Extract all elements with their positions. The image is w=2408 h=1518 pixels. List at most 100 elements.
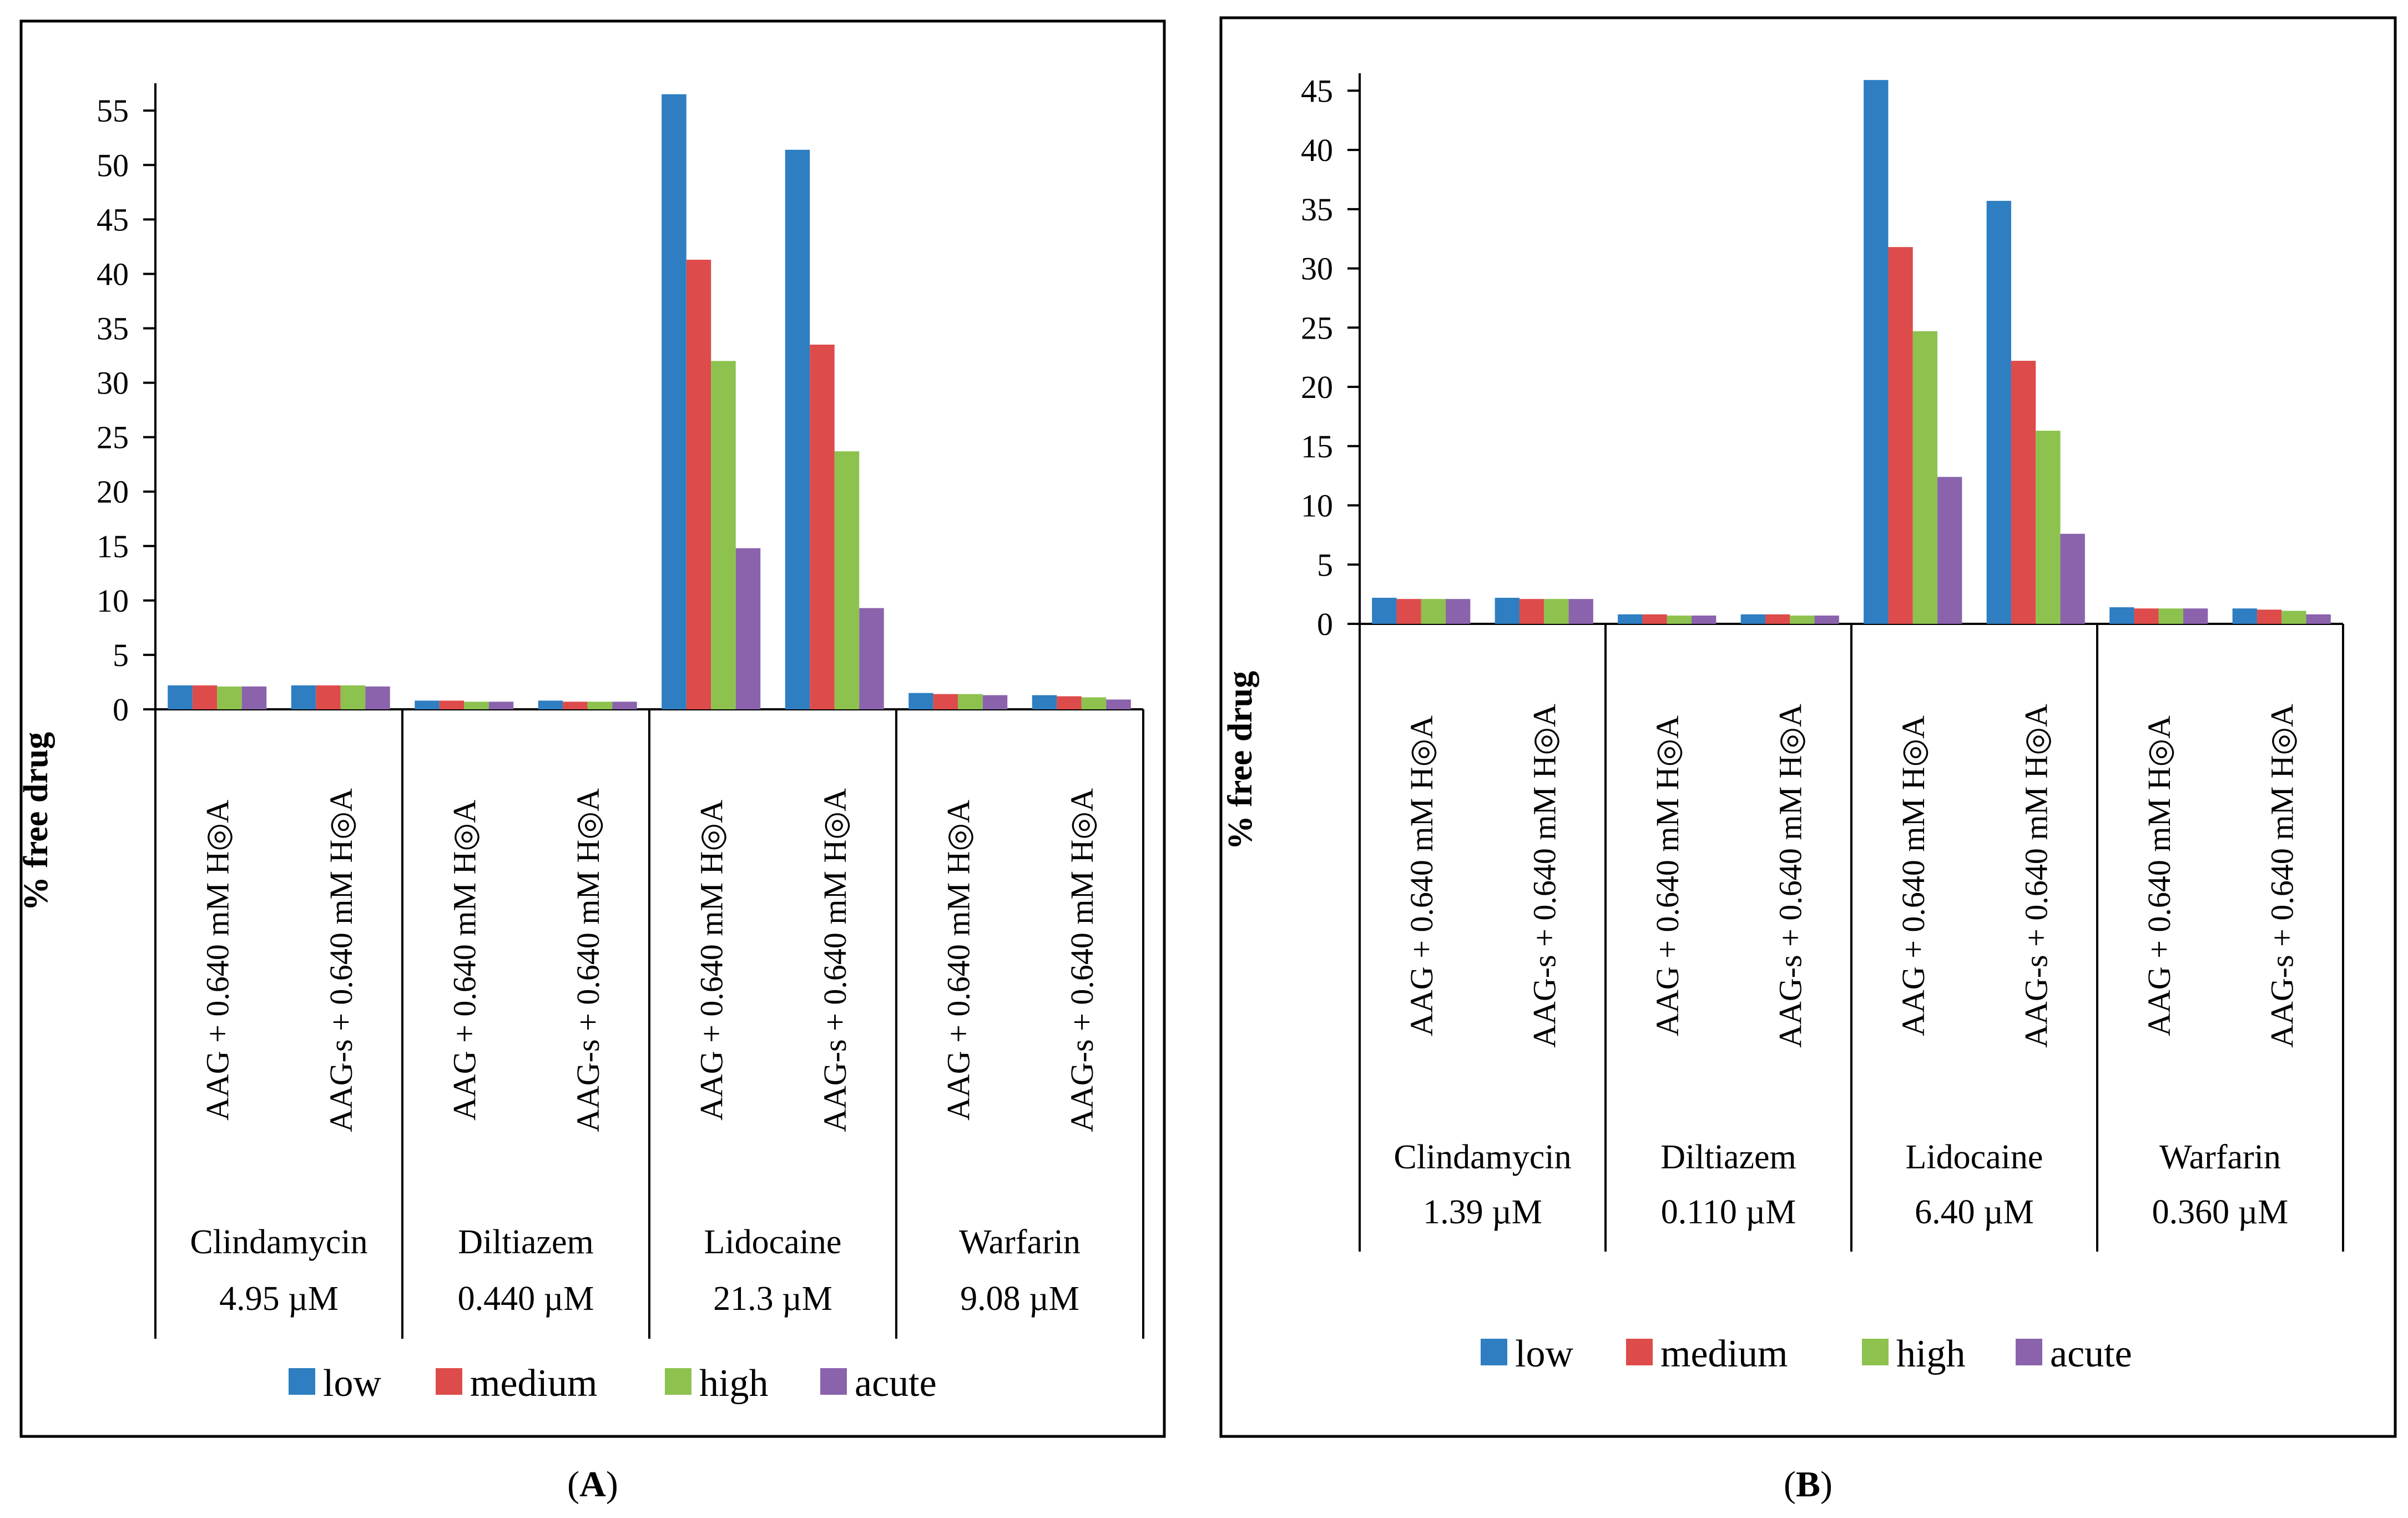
legend-label-acute: acute: [855, 1362, 937, 1405]
bar-low: [1372, 598, 1397, 624]
bar-acute: [365, 686, 390, 709]
drug-name-label: Diltiazem: [458, 1223, 593, 1261]
bar-high: [1421, 599, 1446, 624]
bar-high: [1790, 616, 1815, 624]
category-label: AAG + 0.640 mM H◎A: [1895, 715, 1931, 1036]
drug-concentration-label: 0.360 µM: [2152, 1193, 2289, 1231]
panel-caption: (B): [1784, 1464, 1832, 1505]
category-label: AAG-s + 0.640 mM H◎A: [1064, 788, 1100, 1132]
y-tick-label: 50: [97, 147, 129, 183]
category-label: AAG-s + 0.640 mM H◎A: [1772, 704, 1808, 1048]
legend-swatch-medium: [436, 1368, 462, 1395]
bar-high: [1667, 616, 1692, 624]
bar-low: [1864, 80, 1889, 624]
y-tick-label: 5: [113, 637, 129, 673]
bar-acute: [982, 695, 1008, 709]
y-tick-label: 30: [97, 365, 129, 401]
chart-panel-a: 0 5 10 15 20 25 30 35 40 45 50 55 % free drug AAG + 0…: [17, 83, 1144, 1505]
category-label: AAG + 0.640 mM H◎A: [446, 800, 482, 1121]
panel-a-frame: [19, 19, 1166, 1438]
y-tick-label: 35: [97, 311, 129, 347]
y-tick-label: 10: [1301, 488, 1333, 524]
bar-medium: [1396, 599, 1421, 624]
bar-acute: [488, 702, 514, 709]
drug-concentration-label: 21.3 µM: [713, 1280, 832, 1318]
drug-name-label: Clindamycin: [190, 1223, 367, 1261]
drug-concentration-label: 0.440 µM: [458, 1280, 594, 1318]
bar-medium: [933, 694, 958, 709]
bar-medium: [1765, 614, 1790, 624]
legend-label-low: low: [1515, 1333, 1573, 1375]
panel-b-frame: [1219, 16, 2397, 1438]
legend-label-medium: medium: [470, 1362, 597, 1405]
category-label: AAG-s + 0.640 mM H◎A: [2018, 704, 2054, 1048]
drug-concentration-label: 9.08 µM: [960, 1280, 1079, 1318]
bar-low: [1495, 598, 1519, 624]
legend-label-high: high: [1896, 1333, 1965, 1375]
bar-medium: [686, 259, 711, 710]
bar-low: [1618, 614, 1643, 624]
bar-medium: [563, 702, 588, 709]
bar-acute: [1692, 616, 1717, 624]
category-label: AAG + 0.640 mM H◎A: [199, 800, 235, 1121]
category-label: AAG + 0.640 mM H◎A: [940, 800, 976, 1121]
caption-close-paren: ): [1820, 1464, 1832, 1505]
drug-name-label: Lidocaine: [704, 1223, 842, 1261]
bar-medium: [316, 685, 341, 709]
bar-low: [662, 94, 686, 710]
legend-swatch-acute: [820, 1368, 847, 1395]
bar-acute: [2060, 533, 2085, 624]
bar-acute: [1106, 699, 1131, 709]
drug-concentration-label: 4.95 µM: [219, 1280, 339, 1318]
bar-medium: [439, 700, 465, 709]
caption-close-paren: ): [606, 1464, 618, 1505]
bar-low: [168, 685, 193, 709]
category-label: AAG + 0.640 mM H◎A: [2141, 715, 2177, 1036]
y-tick-label: 40: [1301, 132, 1333, 168]
y-axis-title: % free drug: [1221, 671, 1259, 850]
bar-acute: [241, 686, 267, 709]
bar-acute: [612, 702, 637, 709]
bar-high: [1912, 331, 1938, 624]
category-label: AAG-s + 0.640 mM H◎A: [2264, 704, 2300, 1048]
bar-low: [908, 693, 933, 709]
category-label: AAG + 0.640 mM H◎A: [1404, 715, 1440, 1036]
bar-low: [1986, 200, 2011, 624]
bar-low: [291, 685, 316, 709]
legend-swatch-high: [665, 1368, 691, 1395]
bar-acute: [859, 608, 884, 709]
y-tick-label: 15: [1301, 428, 1333, 465]
caption-open-paren: (: [1784, 1464, 1796, 1505]
bar-high: [2158, 608, 2184, 624]
category-label: AAG-s + 0.640 mM H◎A: [1526, 704, 1562, 1048]
bar-high: [2281, 611, 2306, 624]
category-label: AAG + 0.640 mM H◎A: [1649, 715, 1685, 1036]
y-axis-title: % free drug: [17, 732, 55, 911]
panel-caption: (A): [567, 1464, 618, 1505]
y-tick-label: 45: [1301, 73, 1333, 109]
category-label: AAG-s + 0.640 mM H◎A: [570, 788, 606, 1132]
bar-high: [1544, 599, 1569, 624]
bar-high: [464, 702, 489, 709]
category-label: AAG-s + 0.640 mM H◎A: [817, 788, 853, 1132]
bar-low: [1032, 695, 1057, 709]
drug-name-label: Diltiazem: [1660, 1138, 1796, 1176]
chart-panel-b: 0 5 10 15 20 25 30 35 40 45 % free drug AAG + 0.640…: [1221, 73, 2344, 1505]
y-tick-label: 25: [97, 420, 129, 456]
bar-medium: [1057, 696, 1082, 709]
bar-high: [1081, 697, 1107, 709]
bar-high: [834, 451, 860, 709]
bar-low: [415, 700, 440, 709]
legend-swatch-high: [1862, 1339, 1889, 1365]
bar-low: [2232, 608, 2257, 624]
drug-name-label: Lidocaine: [1906, 1138, 2043, 1176]
bar-acute: [1814, 616, 1839, 624]
bar-acute: [735, 548, 761, 709]
bar-high: [958, 694, 983, 709]
drug-concentration-label: 1.39 µM: [1423, 1193, 1542, 1231]
legend-label-low: low: [323, 1362, 381, 1405]
caption-letter: A: [579, 1464, 606, 1505]
bar-acute: [1568, 599, 1593, 624]
y-tick-label: 20: [97, 474, 129, 510]
category-label: AAG + 0.640 mM H◎A: [693, 800, 729, 1121]
